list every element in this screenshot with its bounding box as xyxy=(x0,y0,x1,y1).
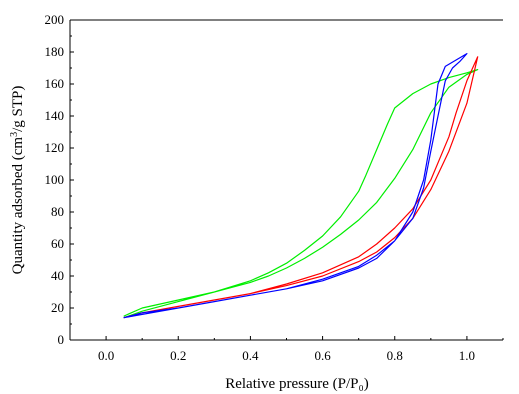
x-axis-label: Relative pressure (P/P₀) xyxy=(225,376,369,392)
x-tick-label: 0.8 xyxy=(387,348,403,363)
axes-layer: 0 20 40 60 80 100 120 140 160 180 200 0.0 0.2 0.4 0.6 0… xyxy=(45,12,504,363)
series-line-2 xyxy=(123,56,479,319)
series-line-1 xyxy=(123,69,479,319)
y-tick-label: 100 xyxy=(45,172,65,187)
x-tick-label: 0.4 xyxy=(242,348,259,363)
y-tick-label: 40 xyxy=(51,268,64,283)
y-tick-label: 180 xyxy=(45,44,65,59)
y-tick-label: 80 xyxy=(51,204,64,219)
x-tick-label: 0.2 xyxy=(170,348,186,363)
series-layer xyxy=(123,53,479,319)
y-tick-label: 20 xyxy=(51,300,64,315)
y-tick-label: 160 xyxy=(45,76,65,91)
x-tick-label: 1.0 xyxy=(459,348,475,363)
y-tick-label: 120 xyxy=(45,140,65,155)
y-tick-label: 140 xyxy=(45,108,65,123)
x-tick-label: 0.6 xyxy=(314,348,331,363)
x-tick-label: 0.0 xyxy=(98,348,114,363)
y-tick-label: 0 xyxy=(58,332,65,347)
y-axis-label: Quantity adsorbed (cm3/g STP) xyxy=(9,86,27,275)
y-tick-label: 60 xyxy=(51,236,64,251)
series-line-3 xyxy=(123,53,468,319)
y-tick-label: 200 xyxy=(45,12,65,27)
